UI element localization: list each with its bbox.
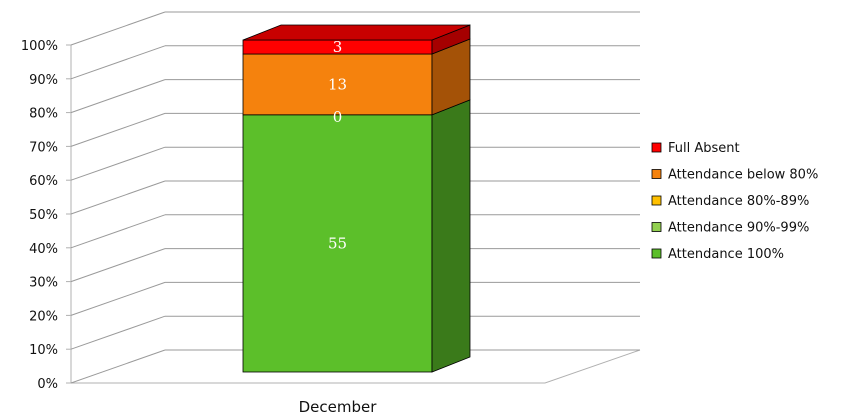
gridline-side — [70, 214, 166, 249]
legend-swatch — [651, 195, 662, 206]
y-tick-label: 100% — [21, 39, 58, 54]
gridline-side — [70, 45, 166, 80]
legend-label: Attendance 80%-89% — [668, 194, 809, 209]
bar-top-face — [242, 24, 471, 41]
gridline-side — [70, 349, 166, 384]
y-tick-label: 60% — [29, 174, 58, 189]
legend-item: Full Absent — [651, 141, 740, 156]
data-label: 55 — [328, 234, 347, 252]
y-tick-label: 40% — [29, 242, 58, 257]
legend-item: Attendance below 80% — [651, 168, 818, 183]
y-tick-label: 80% — [29, 107, 58, 122]
data-label: 13 — [328, 75, 347, 93]
floor-edge — [71, 349, 641, 384]
gridline-side — [70, 180, 166, 215]
legend-label: Full Absent — [668, 141, 740, 156]
y-tick-label: 70% — [29, 140, 58, 155]
bar-side-face — [431, 99, 471, 373]
gridline-side — [70, 146, 166, 181]
bar-segment-full-absent — [242, 24, 471, 55]
y-tick-label: 90% — [29, 73, 58, 88]
legend-label: Attendance below 80% — [668, 168, 818, 183]
legend-swatch — [651, 142, 662, 153]
x-category-label: December — [299, 398, 378, 416]
data-label: 0 — [333, 108, 343, 126]
legend-item: Attendance 80%-89% — [651, 194, 809, 209]
gridline-side — [70, 11, 166, 46]
legend-swatch — [651, 222, 662, 232]
legend-item: Attendance 90%-99% — [651, 221, 809, 236]
y-tick-label: 0% — [37, 377, 58, 392]
bar-stack — [242, 24, 471, 373]
gridline-side — [70, 79, 166, 114]
data-labels: 55 0 13 3 — [328, 38, 347, 252]
x-axis: December — [299, 398, 378, 416]
legend-label: Attendance 100% — [668, 247, 784, 262]
legend-item: Attendance 100% — [651, 247, 784, 262]
bar-segment-attendance-below-80- — [242, 38, 471, 116]
data-label: 3 — [333, 38, 343, 56]
gridline-side — [70, 248, 166, 283]
gridline-side — [70, 315, 166, 350]
legend: Full Absent Attendance below 80% Attendanc… — [651, 141, 818, 262]
legend-label: Attendance 90%-99% — [668, 221, 809, 236]
legend-swatch — [651, 248, 662, 259]
y-axis: 0% 10% 20% 30% 40% 50% 60% 70% 80% 90% 100% — [21, 39, 71, 392]
y-tick-label: 10% — [29, 343, 58, 358]
gridline-side — [70, 112, 166, 147]
bar-front-face — [242, 53, 433, 116]
y-tick-label: 20% — [29, 309, 58, 324]
y-tick-label: 50% — [29, 208, 58, 223]
y-tick-label: 30% — [29, 276, 58, 291]
legend-swatch — [651, 169, 662, 179]
gridline-side — [70, 281, 166, 316]
bar-segment-attendance-100- — [242, 99, 471, 373]
